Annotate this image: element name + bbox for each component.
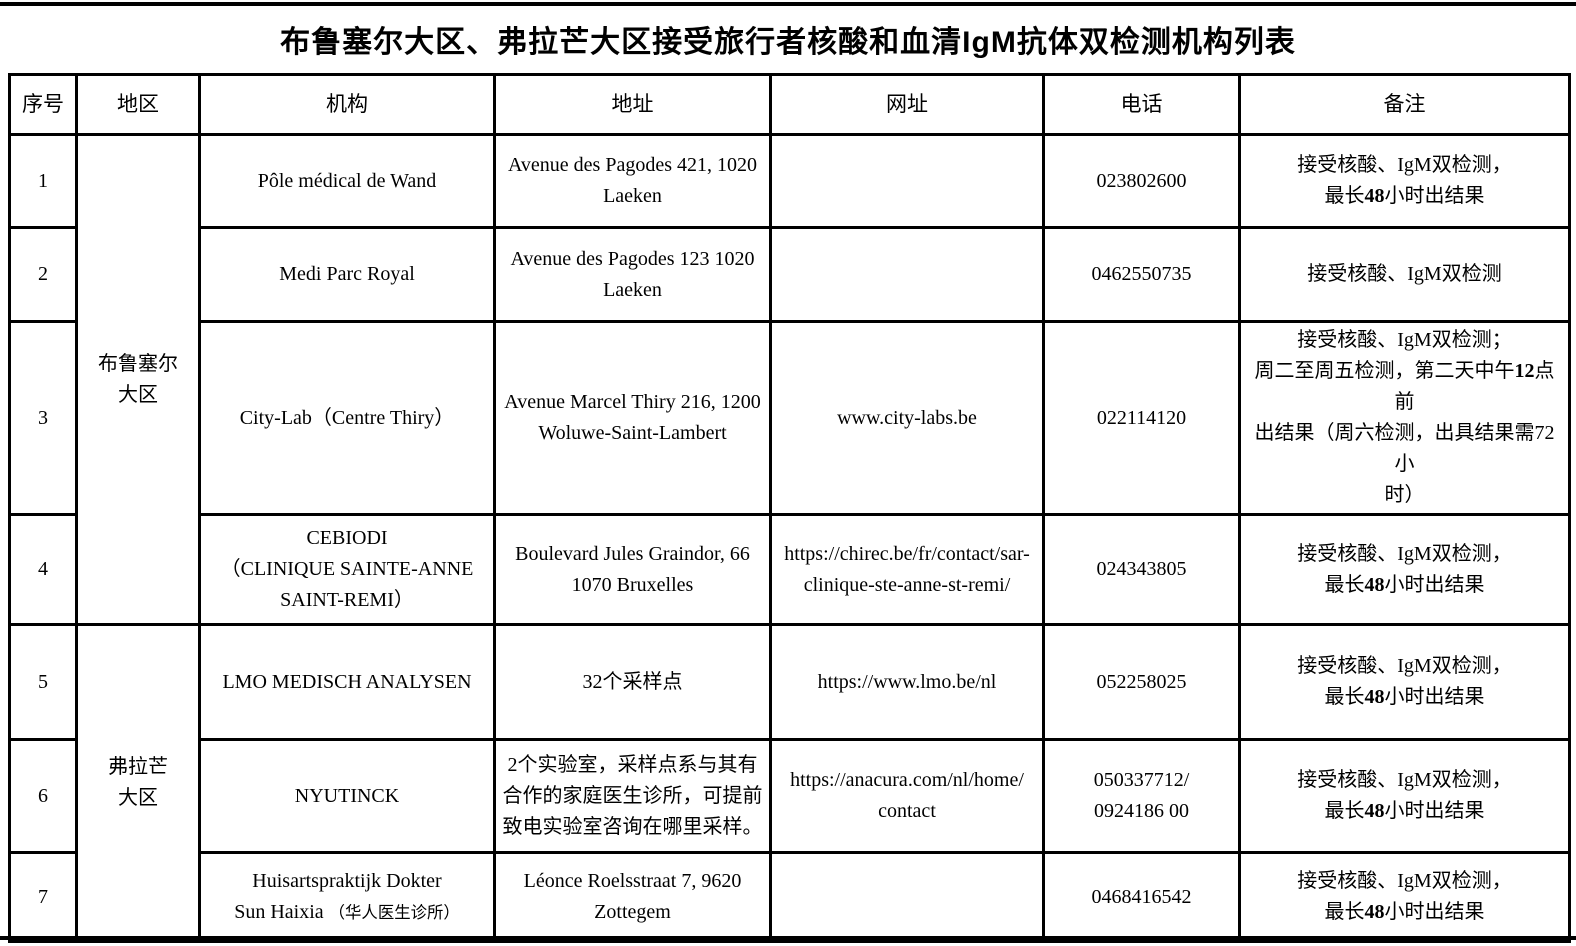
note-cell: 接受核酸、IgM双检测， 最长48小时出结果	[1238, 133, 1571, 229]
phone-cell: 022114120	[1042, 320, 1241, 516]
address-cell: Avenue des Pagodes 421, 1020 Laeken	[493, 133, 772, 229]
institution-cell: LMO MEDISCH ANALYSEN	[198, 623, 496, 741]
phone-cell: 0468416542	[1042, 851, 1241, 943]
col-header-region: 地区	[75, 73, 201, 136]
row-number-cell: 5	[8, 623, 78, 741]
note-cell: 接受核酸、IgM双检测， 最长48小时出结果	[1238, 851, 1571, 943]
table-row: 3 City-Lab（Centre Thiry） Avenue Marcel T…	[8, 320, 1571, 516]
phone-cell: 023802600	[1042, 133, 1241, 229]
row-number-cell: 4	[8, 513, 78, 626]
address-cell: Avenue Marcel Thiry 216, 1200 Woluwe-Sai…	[493, 320, 772, 516]
website-cell: https://chirec.be/fr/contact/sar- cliniq…	[769, 513, 1045, 626]
row-number-cell: 7	[8, 851, 78, 943]
note-cell: 接受核酸、IgM双检测， 最长48小时出结果	[1238, 738, 1571, 854]
address-cell: 2个实验室，采样点系与其有 合作的家庭医生诊所，可提前 致电实验室咨询在哪里采样…	[493, 738, 772, 854]
phone-cell: 0462550735	[1042, 226, 1241, 323]
phone-cell: 024343805	[1042, 513, 1241, 626]
col-header-institution: 机构	[198, 73, 496, 136]
table-row: 2 Medi Parc Royal Avenue des Pagodes 123…	[8, 226, 1571, 323]
note-cell: 接受核酸、IgM双检测	[1238, 226, 1571, 323]
table-row: 4 CEBIODI （CLINIQUE SAINTE-ANNE SAINT-RE…	[8, 513, 1571, 626]
address-cell: Boulevard Jules Graindor, 66 1070 Bruxel…	[493, 513, 772, 626]
institution-cell: City-Lab（Centre Thiry）	[198, 320, 496, 516]
phone-cell: 050337712/ 0924186 00	[1042, 738, 1241, 854]
row-number-cell: 3	[8, 320, 78, 516]
col-header-address: 地址	[493, 73, 772, 136]
region-cell-brussels: 布鲁塞尔 大区	[75, 133, 201, 626]
website-cell	[769, 226, 1045, 323]
row-number-cell: 1	[8, 133, 78, 229]
row-number-cell: 6	[8, 738, 78, 854]
col-header-phone: 电话	[1042, 73, 1241, 136]
website-cell	[769, 133, 1045, 229]
region-cell-flanders: 弗拉芒 大区	[75, 623, 201, 943]
row-number-cell: 2	[8, 226, 78, 323]
testing-institutions-table: 序号 地区 机构 地址 网址 电话 备注 1 布鲁塞尔 大区 Pôle médi…	[8, 73, 1571, 943]
bottom-border-rule	[0, 936, 1576, 940]
institution-cell: Medi Parc Royal	[198, 226, 496, 323]
col-header-note: 备注	[1238, 73, 1571, 136]
institution-cell: CEBIODI （CLINIQUE SAINTE-ANNE SAINT-REMI…	[198, 513, 496, 626]
page-title: 布鲁塞尔大区、弗拉芒大区接受旅行者核酸和血清IgM抗体双检测机构列表	[280, 25, 1296, 59]
col-header-website: 网址	[769, 73, 1045, 136]
website-cell: https://anacura.com/nl/home/ contact	[769, 738, 1045, 854]
table-row: 5 弗拉芒 大区 LMO MEDISCH ANALYSEN 32个采样点 htt…	[8, 623, 1571, 943]
institution-cell: Huisartspraktijk Dokter Sun Haixia （华人医生…	[198, 851, 496, 943]
note-cell: 接受核酸、IgM双检测； 周二至周五检测，第二天中午12点前 出结果（周六检测，…	[1238, 320, 1571, 516]
website-cell	[769, 851, 1045, 943]
address-cell: 32个采样点	[493, 623, 772, 741]
table-row: 1 布鲁塞尔 大区 Pôle médical de Wand Avenue de…	[8, 133, 1571, 626]
top-border-rule	[0, 2, 1576, 6]
table-header-row: 序号 地区 机构 地址 网址 电话 备注	[8, 73, 1571, 136]
table-row: 7 Huisartspraktijk Dokter Sun Haixia （华人…	[8, 851, 1571, 943]
note-cell: 接受核酸、IgM双检测， 最长48小时出结果	[1238, 623, 1571, 741]
institution-cell: NYUTINCK	[198, 738, 496, 854]
col-header-no: 序号	[8, 73, 78, 136]
phone-cell: 052258025	[1042, 623, 1241, 741]
address-cell: Léonce Roelsstraat 7, 9620 Zottegem	[493, 851, 772, 943]
website-cell: https://www.lmo.be/nl	[769, 623, 1045, 741]
website-cell: www.city-labs.be	[769, 320, 1045, 516]
institution-cell: Pôle médical de Wand	[198, 133, 496, 229]
table-row: 6 NYUTINCK 2个实验室，采样点系与其有 合作的家庭医生诊所，可提前 致…	[8, 738, 1571, 854]
address-cell: Avenue des Pagodes 123 1020 Laeken	[493, 226, 772, 323]
note-cell: 接受核酸、IgM双检测， 最长48小时出结果	[1238, 513, 1571, 626]
